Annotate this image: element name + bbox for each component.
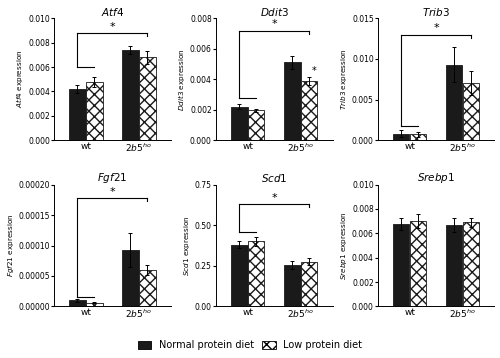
Bar <box>463 222 479 306</box>
Bar <box>393 134 409 140</box>
Bar <box>410 221 426 306</box>
Bar <box>231 245 248 306</box>
Bar <box>122 50 138 140</box>
Y-axis label: $\it{Ddit3}$ expression: $\it{Ddit3}$ expression <box>176 48 187 111</box>
Bar <box>139 57 156 140</box>
Bar <box>284 265 300 306</box>
Text: *: * <box>110 22 115 32</box>
Title: $\it{Fgf21}$: $\it{Fgf21}$ <box>97 171 128 185</box>
Bar <box>463 83 479 140</box>
Bar <box>410 135 426 140</box>
Y-axis label: $\it{Atf4}$ expression: $\it{Atf4}$ expression <box>14 50 26 108</box>
Title: $\it{Scd1}$: $\it{Scd1}$ <box>261 172 287 184</box>
Y-axis label: $\it{Srebp1}$ expression: $\it{Srebp1}$ expression <box>339 211 349 280</box>
Bar <box>69 300 86 306</box>
Bar <box>248 241 264 306</box>
Bar <box>122 250 138 306</box>
Bar <box>248 111 264 140</box>
Text: *: * <box>272 193 277 203</box>
Y-axis label: $\it{Fgf21}$ expression: $\it{Fgf21}$ expression <box>6 214 16 277</box>
Bar <box>284 63 300 140</box>
Bar <box>231 107 248 140</box>
Bar <box>446 225 462 306</box>
Text: *: * <box>312 66 316 76</box>
Bar <box>301 81 318 140</box>
Text: *: * <box>110 187 115 197</box>
Title: $\it{Trib3}$: $\it{Trib3}$ <box>422 6 450 18</box>
Bar <box>86 303 102 306</box>
Bar <box>86 82 102 140</box>
Bar <box>301 262 318 306</box>
Text: *: * <box>434 23 439 33</box>
Y-axis label: $\it{Scd1}$ expression: $\it{Scd1}$ expression <box>182 215 192 276</box>
Bar <box>393 224 409 306</box>
Legend: Normal protein diet, Low protein diet: Normal protein diet, Low protein diet <box>134 337 366 353</box>
Title: $\it{Ddit3}$: $\it{Ddit3}$ <box>260 6 289 18</box>
Bar <box>446 65 462 140</box>
Y-axis label: $\it{Trib3}$ expression: $\it{Trib3}$ expression <box>339 48 349 110</box>
Title: $\it{Srebp1}$: $\it{Srebp1}$ <box>417 171 455 185</box>
Bar <box>69 89 86 140</box>
Text: *: * <box>272 19 277 29</box>
Title: $\it{Atf4}$: $\it{Atf4}$ <box>100 6 124 18</box>
Bar <box>139 270 156 306</box>
